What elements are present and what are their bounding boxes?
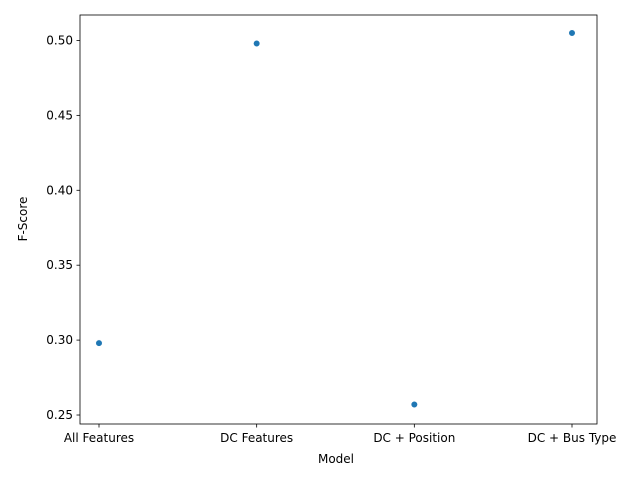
- y-axis-title: F-Score: [16, 197, 30, 242]
- data-point: [410, 400, 418, 409]
- y-tick-label: 0.35: [46, 258, 73, 272]
- x-tick-label: DC Features: [220, 431, 293, 445]
- y-tick-label: 0.25: [46, 408, 73, 422]
- y-tick-label: 0.45: [46, 108, 73, 122]
- y-tick-label: 0.50: [46, 33, 73, 47]
- x-axis-title: Model: [318, 452, 354, 466]
- plot-area: [79, 14, 598, 425]
- data-point: [568, 29, 576, 37]
- y-tick-label: 0.30: [46, 333, 73, 347]
- y-tick-label: 0.40: [46, 183, 73, 197]
- x-tick-label: DC + Position: [373, 431, 455, 445]
- data-point: [253, 39, 261, 48]
- data-point: [95, 339, 103, 347]
- x-tick-label: All Features: [64, 431, 134, 445]
- y-axis: 0.25 0.30 0.35 0.40 0.45 0.50: [46, 33, 80, 422]
- x-tick-label: DC + Bus Type: [528, 431, 617, 445]
- x-axis: All Features DC Features DC + Position DC +…: [64, 424, 617, 445]
- plot-frame: [79, 14, 598, 425]
- data-points: [95, 29, 576, 409]
